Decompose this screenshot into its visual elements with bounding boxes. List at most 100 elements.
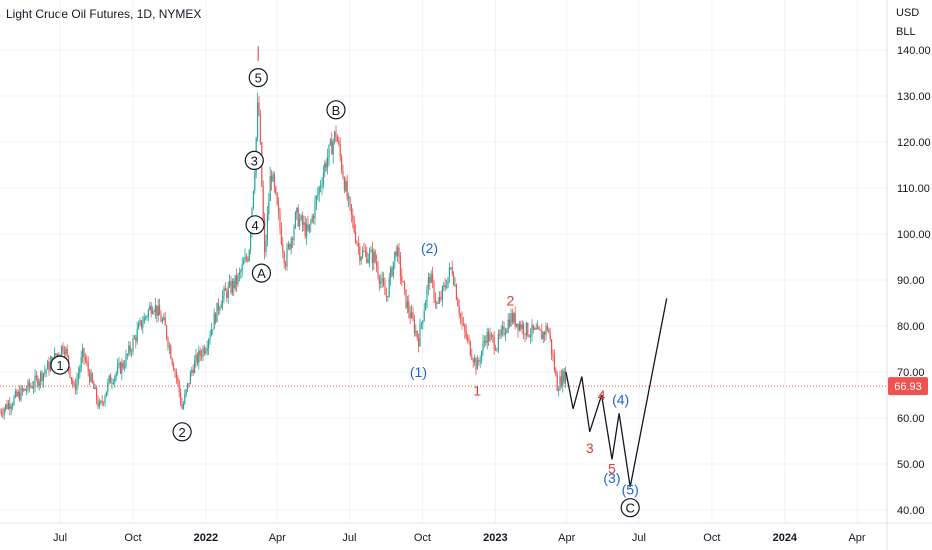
candle-body	[104, 396, 106, 403]
candle-body	[293, 227, 295, 240]
candle-body	[178, 381, 180, 393]
candle-body	[44, 371, 46, 374]
candle-body	[272, 173, 274, 182]
candle-body	[374, 251, 376, 262]
projection-line	[565, 298, 668, 488]
candle-body	[16, 391, 18, 397]
candle-body	[486, 331, 488, 343]
candle-body	[318, 187, 320, 195]
candle-body	[383, 278, 385, 286]
price-tick-label: 80.00	[897, 321, 925, 333]
candle-body	[220, 304, 222, 309]
candle-body	[38, 381, 40, 386]
candle-body	[492, 335, 494, 338]
time-tick-label: Oct	[703, 532, 720, 544]
candle-body	[461, 317, 463, 325]
candle-body	[493, 337, 495, 350]
time-tick-label: Apr	[848, 532, 865, 544]
candle-body	[135, 337, 137, 342]
candle-body	[439, 297, 441, 303]
candle-body	[388, 277, 390, 297]
candle-body	[437, 302, 439, 304]
candle-body	[205, 350, 207, 354]
candle-body	[497, 334, 499, 349]
candle-body	[163, 317, 165, 320]
candle-body	[121, 362, 123, 374]
candle-body	[79, 368, 81, 374]
candle-body	[213, 313, 215, 330]
candle-body	[0, 411, 2, 414]
candle-body	[440, 297, 442, 300]
candle-body	[462, 324, 464, 326]
candle-body	[227, 286, 229, 298]
candle-body	[426, 287, 428, 302]
candle-body	[447, 277, 449, 288]
wave-label: 1	[56, 358, 63, 373]
candle-body	[341, 156, 343, 171]
candle-body	[49, 361, 51, 371]
candle-body	[216, 302, 218, 323]
candle-body	[300, 215, 302, 220]
candle-body	[541, 330, 543, 340]
candle-body	[82, 348, 84, 358]
candle-body	[170, 346, 172, 359]
time-axis[interactable]: Jul Oct 2022 Apr Jul Oct 2023 Apr Jul Oct 2024 Apr	[53, 532, 866, 544]
candle-body	[2, 413, 4, 415]
candle-body	[152, 311, 154, 314]
candle-body	[565, 370, 567, 382]
wave-label: 5	[255, 71, 262, 86]
candle-body	[331, 139, 333, 155]
candle-body	[366, 252, 368, 263]
candle-body	[378, 276, 380, 284]
candle-body	[338, 141, 340, 144]
candle-body	[483, 340, 485, 342]
candle-body	[13, 396, 15, 405]
candle-body	[229, 281, 231, 287]
wave-label: (4)	[612, 392, 629, 408]
candle-body	[84, 357, 86, 361]
candle-body	[478, 360, 480, 362]
candle-body	[112, 382, 114, 384]
candle-body	[12, 404, 14, 407]
candle-body	[370, 249, 372, 252]
candle-body	[446, 287, 448, 289]
candle-body	[467, 337, 469, 339]
candle-body	[27, 381, 29, 391]
candle-body	[250, 231, 252, 251]
candle-body	[454, 284, 456, 286]
candle-body	[47, 361, 49, 370]
candle-body	[7, 403, 9, 409]
candle-body	[299, 219, 301, 227]
candle-body	[154, 305, 156, 312]
candle-body	[210, 329, 212, 336]
candle-body	[94, 387, 96, 390]
candle-body	[166, 325, 168, 339]
candle-body	[489, 334, 491, 342]
unit-label: BLL	[896, 26, 916, 38]
candle-body	[321, 184, 323, 187]
candle-body	[443, 285, 445, 287]
candle-body	[502, 326, 504, 330]
candle-body	[51, 357, 53, 362]
candle-body	[122, 362, 124, 368]
candle-body	[31, 386, 33, 389]
wave-label-circle	[50, 355, 70, 375]
candle-body	[558, 390, 560, 392]
candle-body	[455, 284, 457, 300]
candle-body	[87, 362, 89, 372]
candle-body	[545, 325, 547, 335]
candle-body	[307, 223, 309, 231]
candle-body	[419, 324, 421, 347]
candle-body	[276, 193, 278, 205]
candle-body	[441, 286, 443, 300]
candle-body	[504, 333, 506, 335]
candle-body	[35, 375, 37, 378]
candle-body	[217, 302, 219, 311]
candle-body	[139, 320, 141, 324]
candle-body	[14, 391, 16, 397]
price-axis[interactable]: 40.00 50.00 60.00 70.00 80.00 90.00 100.00 110.…	[897, 45, 931, 517]
candle-body	[161, 319, 163, 322]
candle-body	[131, 351, 133, 353]
candle-body	[297, 207, 299, 227]
